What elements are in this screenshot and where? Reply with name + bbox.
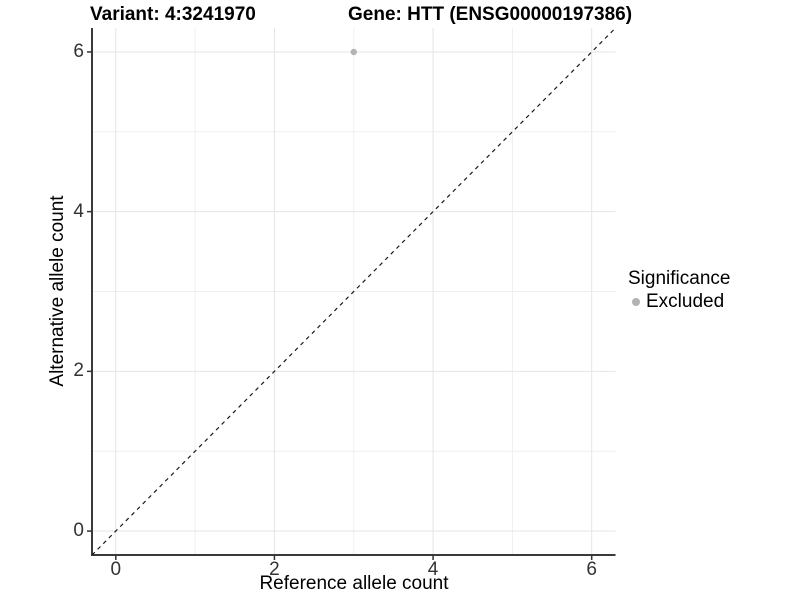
legend: Significance Excluded xyxy=(628,267,730,313)
y-tick-label: 2 xyxy=(73,360,84,382)
legend-item: Excluded xyxy=(628,291,730,313)
x-tick-label: 6 xyxy=(586,559,597,580)
plot-title-gene: Gene: HTT (ENSG00000197386) xyxy=(348,4,633,25)
x-tick-label: 4 xyxy=(427,559,439,580)
legend-title: Significance xyxy=(628,268,731,289)
legend-item-label: Excluded xyxy=(646,291,725,312)
x-tick-label: 2 xyxy=(269,559,280,580)
plot-title-variant: Variant: 4:3241970 xyxy=(90,4,256,25)
x-axis-title: Reference allele count xyxy=(259,573,449,594)
data-point xyxy=(350,48,357,56)
y-axis-title: Alternative allele count xyxy=(47,195,68,387)
y-tick-label: 0 xyxy=(73,520,84,542)
y-tick-label: 6 xyxy=(73,40,84,62)
y-tick-label: 4 xyxy=(73,200,84,222)
x-tick-label: 0 xyxy=(110,559,122,580)
legend-point-icon xyxy=(632,298,640,306)
identity-line xyxy=(91,27,616,556)
